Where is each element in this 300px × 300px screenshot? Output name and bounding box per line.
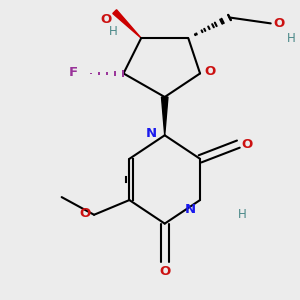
Text: H: H: [109, 25, 118, 38]
Text: N: N: [184, 203, 196, 216]
Text: F: F: [69, 66, 78, 79]
Text: O: O: [274, 17, 285, 30]
Text: N: N: [146, 127, 158, 140]
Polygon shape: [113, 10, 141, 38]
Text: O: O: [100, 13, 112, 26]
Text: O: O: [241, 138, 253, 151]
Text: H: H: [287, 32, 296, 45]
Polygon shape: [161, 97, 168, 135]
Text: O: O: [159, 265, 170, 278]
Text: H: H: [238, 208, 247, 221]
Text: O: O: [205, 65, 216, 79]
Text: O: O: [80, 207, 91, 220]
